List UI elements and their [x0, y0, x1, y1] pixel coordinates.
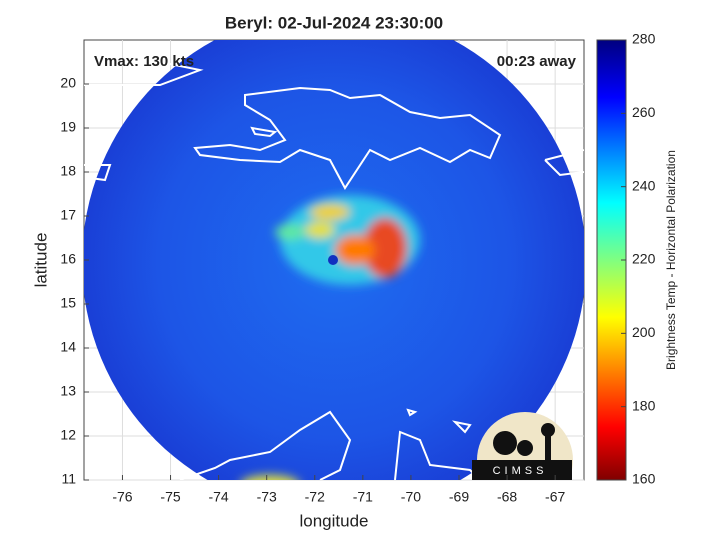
x-tick-label: -73 [257, 489, 277, 505]
y-tick-label: 12 [60, 427, 76, 443]
annotation: 00:23 away [497, 53, 577, 70]
x-tick-label: -74 [208, 489, 228, 505]
y-tick-label: 15 [60, 295, 76, 311]
y-tick-label: 19 [60, 119, 76, 135]
x-tick-label: -68 [497, 489, 517, 505]
x-axis-label: longitude [299, 511, 368, 530]
y-tick-label: 20 [60, 75, 76, 91]
x-tick-label: -75 [160, 489, 180, 505]
logo-text: CIMSS [493, 465, 548, 477]
colorbar-tick-label: 220 [632, 251, 656, 267]
y-tick-label: 13 [60, 383, 76, 399]
colorbar-tick-label: 180 [632, 397, 656, 413]
y-tick-label: 14 [60, 339, 76, 355]
x-tick-label: -67 [545, 489, 565, 505]
x-tick-label: -76 [112, 489, 132, 505]
y-tick-label: 11 [61, 471, 76, 487]
y-axis-label: latitude [31, 233, 50, 288]
annotation: Vmax: 130 kts [94, 53, 194, 70]
chart-title: Beryl: 02-Jul-2024 23:30:00 [225, 13, 443, 32]
satellite-image [84, 40, 584, 480]
logo-icon [472, 412, 573, 480]
colorbar-tick-label: 240 [632, 177, 656, 193]
x-tick-label: -71 [353, 489, 373, 505]
colorbar-tick-label: 160 [632, 471, 656, 487]
x-tick-label: -72 [305, 489, 325, 505]
x-tick-label: -70 [401, 489, 421, 505]
y-tick-label: 16 [60, 251, 76, 267]
colorbar-label: Brightness Temp - Horizontal Polarizatio… [664, 150, 678, 370]
y-tick-label: 17 [60, 207, 76, 223]
y-tick-label: 18 [60, 163, 76, 179]
colorbar-tick-label: 200 [632, 324, 656, 340]
colorbar-tick-label: 280 [632, 31, 656, 47]
colorbar-tick-label: 260 [632, 104, 656, 120]
x-tick-label: -69 [449, 489, 469, 505]
